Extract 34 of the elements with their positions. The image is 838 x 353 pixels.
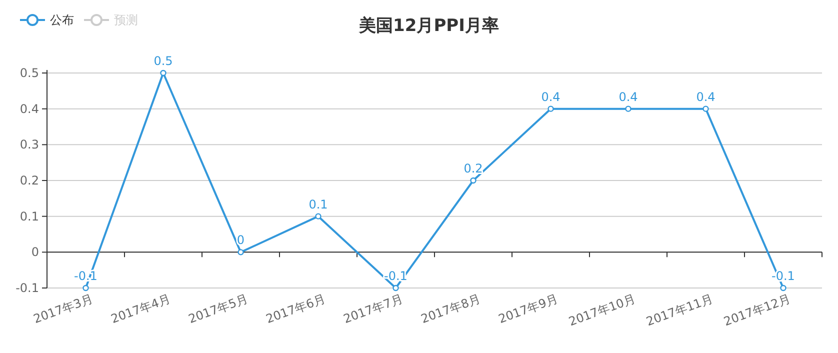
point xyxy=(82,284,89,292)
y-tick-label: 0.4 xyxy=(20,102,39,116)
x-tick-label: 2017年7月 xyxy=(342,292,405,326)
data-label: 0.5 xyxy=(154,54,173,68)
data-label: 0.4 xyxy=(618,90,638,104)
data-label: 0.4 xyxy=(696,90,716,104)
chart-title: 美国12月PPI月率 xyxy=(358,16,499,36)
data-label: 0 xyxy=(236,233,245,248)
legend-label: 公布 xyxy=(50,13,74,27)
point xyxy=(470,177,476,184)
x-tick-label: 2017年9月 xyxy=(496,292,560,326)
x-tick-label: 2017年4月 xyxy=(109,292,172,326)
point xyxy=(315,213,322,220)
y-tick-label: 0.3 xyxy=(20,138,39,152)
data-label: 0.4 xyxy=(541,90,560,104)
point xyxy=(548,106,554,112)
x-tick-label: 2017年10月 xyxy=(566,292,638,329)
y-tick-label: 0.5 xyxy=(20,66,39,80)
point xyxy=(160,70,166,76)
x-tick-label: 2017年5月 xyxy=(186,292,250,326)
y-tick-label: 0 xyxy=(31,245,39,260)
y-tick-label: 0.2 xyxy=(20,174,39,188)
data-label: 0.2 xyxy=(464,162,483,176)
point xyxy=(702,106,709,112)
point xyxy=(238,249,244,256)
point xyxy=(392,284,399,292)
x-tick-label: 2017年12月 xyxy=(722,292,792,329)
y-tick-label: 0.1 xyxy=(20,209,39,224)
x-tick-label: 2017年11月 xyxy=(644,292,715,329)
data-label: 0.1 xyxy=(308,197,328,212)
point xyxy=(780,284,786,292)
x-tick-label: 2017年6月 xyxy=(264,292,328,326)
x-tick-label: 2017年8月 xyxy=(419,292,482,326)
point xyxy=(625,106,632,112)
